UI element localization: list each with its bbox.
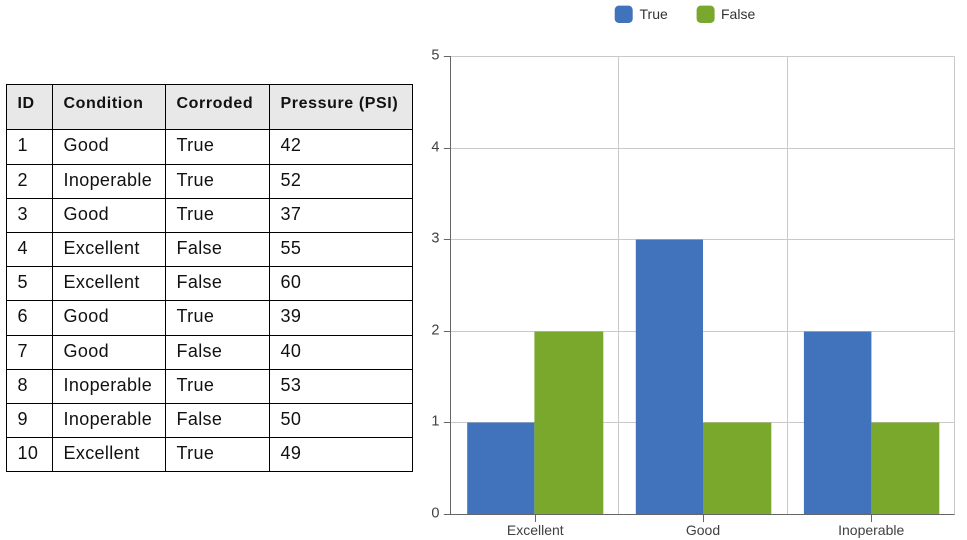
svg-text:0: 0 [431,506,439,522]
svg-text:False: False [721,6,755,22]
svg-text:Good: Good [686,522,720,538]
svg-text:2: 2 [431,323,439,339]
svg-text:True: True [640,6,668,22]
svg-text:Excellent: Excellent [507,522,564,538]
svg-text:3: 3 [431,231,439,247]
svg-text:1: 1 [431,414,439,430]
svg-text:Inoperable: Inoperable [838,522,904,538]
svg-text:4: 4 [431,140,439,156]
svg-text:5: 5 [431,48,439,64]
